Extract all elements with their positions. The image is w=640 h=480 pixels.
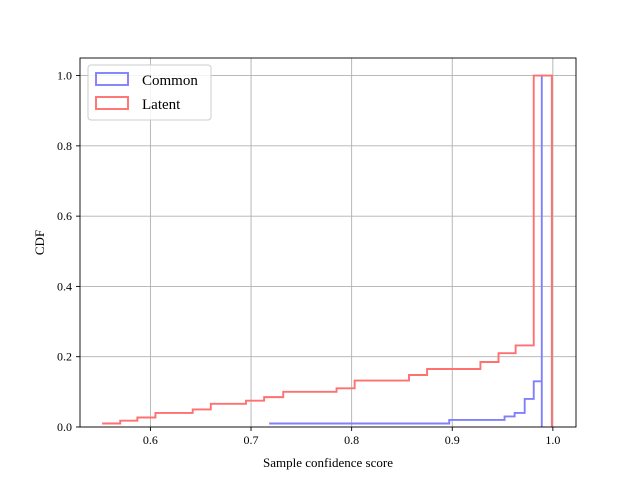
- legend-swatch-common: [95, 72, 129, 86]
- series-line-common: [269, 75, 543, 427]
- legend-label-common: Common: [142, 73, 198, 89]
- x-axis: 0.6 0.7 0.8 0.9 1.0: [143, 427, 560, 447]
- x-tick-label: 0.6: [143, 433, 158, 447]
- legend-label-latent: Latent: [142, 97, 181, 113]
- legend-box: [87, 64, 212, 121]
- x-tick-label: 1.0: [545, 433, 560, 447]
- y-tick-label: 0.6: [57, 209, 72, 223]
- legend: Common Latent: [87, 64, 212, 121]
- grid: [80, 58, 576, 428]
- x-tick-label: 0.8: [344, 433, 359, 447]
- plot-frame: [79, 57, 577, 428]
- y-axis: 0.0 0.2 0.4 0.6 0.8 1.0: [57, 69, 80, 434]
- y-tick-label: 0.0: [57, 420, 72, 434]
- x-axis-title: Sample confidence score: [263, 455, 393, 470]
- series-line-latent: [102, 74, 553, 427]
- y-axis-title: CDF: [32, 230, 47, 255]
- y-tick-label: 1.0: [57, 69, 72, 83]
- series-group: [102, 74, 553, 427]
- legend-swatch-latent: [95, 96, 129, 110]
- y-tick-label: 0.8: [57, 139, 72, 153]
- x-tick-label: 0.9: [445, 433, 460, 447]
- y-tick-label: 0.4: [57, 279, 72, 293]
- y-tick-label: 0.2: [57, 350, 72, 364]
- x-tick-label: 0.7: [244, 433, 259, 447]
